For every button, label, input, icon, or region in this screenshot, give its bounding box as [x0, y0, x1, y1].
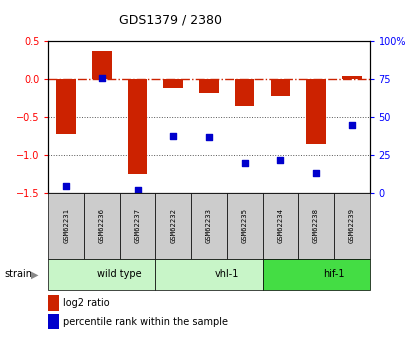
Bar — [334, 193, 370, 259]
Bar — [48, 193, 84, 259]
Text: wild type: wild type — [97, 269, 142, 279]
Text: GSM62239: GSM62239 — [349, 208, 355, 244]
Point — [170, 133, 177, 138]
Point — [206, 134, 212, 140]
Point — [241, 160, 248, 166]
Point — [98, 75, 105, 81]
Bar — [342, 76, 362, 79]
Bar — [191, 193, 227, 259]
Bar — [270, 79, 290, 96]
Bar — [92, 50, 112, 79]
Text: GSM62238: GSM62238 — [313, 208, 319, 244]
Text: GSM62237: GSM62237 — [134, 208, 141, 244]
Bar — [227, 193, 262, 259]
Point — [312, 171, 319, 176]
Bar — [48, 259, 155, 290]
Bar — [262, 193, 298, 259]
Bar — [298, 193, 334, 259]
Text: strain: strain — [4, 269, 32, 279]
Bar — [262, 259, 370, 290]
Bar — [155, 193, 191, 259]
Text: hif-1: hif-1 — [323, 269, 345, 279]
Text: GSM62236: GSM62236 — [99, 208, 105, 244]
Text: GSM62233: GSM62233 — [206, 208, 212, 244]
Point — [63, 183, 70, 188]
Text: vhl-1: vhl-1 — [215, 269, 239, 279]
Bar — [235, 79, 255, 106]
Point — [134, 187, 141, 193]
Bar — [84, 193, 120, 259]
Bar — [120, 193, 155, 259]
Bar — [163, 79, 183, 88]
Text: log2 ratio: log2 ratio — [63, 298, 110, 308]
Bar — [56, 79, 76, 134]
Bar — [155, 259, 262, 290]
Text: GSM62232: GSM62232 — [170, 208, 176, 244]
Bar — [306, 79, 326, 144]
Bar — [128, 79, 147, 174]
Text: GSM62235: GSM62235 — [241, 208, 248, 244]
Text: GSM62234: GSM62234 — [277, 208, 284, 244]
Text: GDS1379 / 2380: GDS1379 / 2380 — [119, 14, 222, 27]
Point — [349, 122, 355, 128]
Text: ▶: ▶ — [31, 270, 38, 280]
Text: percentile rank within the sample: percentile rank within the sample — [63, 317, 228, 326]
Text: GSM62231: GSM62231 — [63, 208, 69, 244]
Bar — [199, 79, 219, 93]
Point — [277, 157, 284, 162]
